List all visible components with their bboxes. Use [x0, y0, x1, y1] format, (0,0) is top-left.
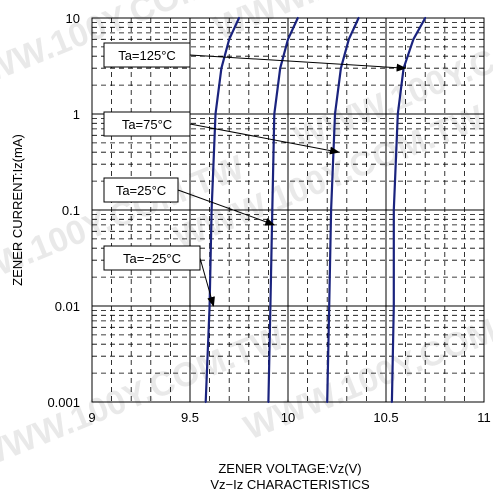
- watermark-text: WWW.100Y.COM.TW: [239, 288, 493, 447]
- x-axis-label: ZENER VOLTAGE:Vz(V): [218, 461, 361, 476]
- series-curves: [204, 16, 427, 404]
- callout-box: [103, 111, 191, 137]
- series-line: [267, 16, 299, 404]
- x-tick-label: 10: [281, 410, 295, 425]
- callout-box: [103, 42, 191, 68]
- callout-label: Ta=−25°C: [123, 251, 181, 266]
- y-tick-label: 10: [66, 11, 80, 26]
- x-tick-label: 10.5: [373, 410, 398, 425]
- y-tick-label: 0.01: [55, 299, 80, 314]
- y-tick-labels: 0.001 0.01 0.1 1 10: [47, 11, 80, 410]
- callout-arrow: [189, 54, 407, 72]
- callout-box: [103, 245, 201, 271]
- watermark-text: WWW.100Y.COM.TW: [209, 0, 493, 47]
- callout-label: Ta=75°C: [122, 117, 172, 132]
- callout-arrow: [189, 123, 340, 155]
- callout-labels: Ta=125°C Ta=75°C Ta=25°C Ta=−25°C: [103, 42, 407, 307]
- x-tick-label: 9.5: [181, 410, 199, 425]
- callout-box: [103, 177, 179, 203]
- callout-label: Ta=125°C: [118, 48, 176, 63]
- y-tick-label: 0.1: [62, 203, 80, 218]
- grid-lines: [92, 18, 484, 402]
- y-tick-label: 0.001: [47, 395, 80, 410]
- callout-arrow: [177, 189, 276, 226]
- x-tick-label: 11: [477, 410, 491, 425]
- callout-label: Ta=25°C: [116, 183, 166, 198]
- y-axis-label: ZENER CURRENT:Iz(mA): [10, 134, 25, 286]
- series-line: [326, 16, 360, 404]
- x-tick-label: 9: [88, 410, 95, 425]
- watermark-text: WWW.100Y.COM.TW: [0, 318, 290, 477]
- plot-frame: [91, 17, 485, 403]
- y-tick-label: 1: [73, 107, 80, 122]
- callout-arrow: [199, 257, 215, 307]
- series-line: [390, 16, 427, 404]
- chart-title: Vz−Iz CHARACTERISTICS: [210, 477, 370, 492]
- x-tick-labels: 9 9.5 10 10.5 11: [88, 410, 490, 425]
